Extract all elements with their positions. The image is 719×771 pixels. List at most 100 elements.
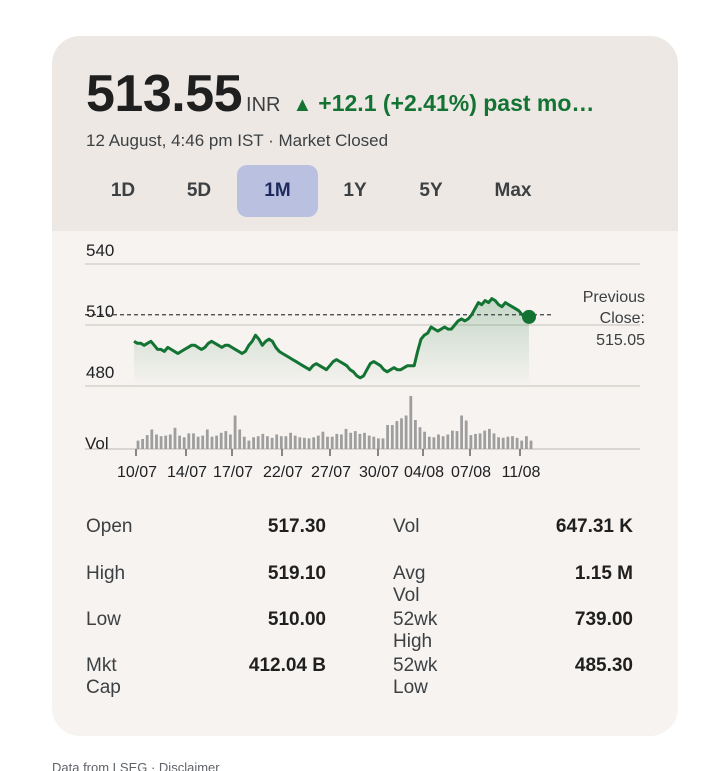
quote-header bbox=[52, 36, 678, 231]
price-chart[interactable]: 10/07 14/07 17/07 22/07 27/07 30/07 04/08 07/08… bbox=[0, 0, 719, 500]
volume-bar bbox=[187, 433, 191, 449]
volume-bar bbox=[404, 415, 408, 449]
volume-bar bbox=[488, 428, 491, 449]
tab-5y[interactable]: 5Y bbox=[394, 165, 468, 217]
volume-bar bbox=[469, 435, 473, 449]
volume-bar bbox=[363, 432, 366, 449]
volume-bar bbox=[242, 436, 246, 449]
volume-bar bbox=[478, 433, 482, 449]
volume-bar bbox=[441, 436, 445, 449]
previous-close-label-line2: Close: bbox=[600, 310, 645, 327]
volume-bar bbox=[307, 438, 311, 449]
volume-bar bbox=[196, 436, 200, 449]
volume-bar bbox=[340, 434, 343, 449]
volume-bar bbox=[284, 436, 288, 449]
volume-bar bbox=[252, 437, 255, 449]
volume-bar bbox=[492, 433, 496, 449]
volume-bar bbox=[474, 433, 477, 449]
tab-max[interactable]: Max bbox=[472, 165, 554, 217]
volume-bar bbox=[358, 433, 362, 449]
volume-bar bbox=[201, 435, 205, 449]
price-change: ▲ +12.1 (+2.41%) past mo… bbox=[293, 90, 595, 116]
volume-bar bbox=[390, 425, 394, 449]
previous-close-value: 515.05 bbox=[596, 332, 645, 349]
volume-bar bbox=[335, 433, 339, 449]
volume-bar bbox=[414, 420, 417, 449]
volume-bar bbox=[455, 431, 459, 449]
volume-bar bbox=[446, 434, 450, 449]
mkt-cap-value: 412.04 B bbox=[248, 655, 326, 676]
y-tick-label: 480 bbox=[86, 363, 114, 382]
volume-bar bbox=[215, 435, 218, 449]
volume-bar bbox=[395, 421, 399, 449]
tab-1m[interactable]: 1M bbox=[237, 165, 318, 217]
volume-bar bbox=[192, 433, 195, 449]
currency-label: INR bbox=[246, 94, 281, 116]
tab-1y[interactable]: 1Y bbox=[318, 165, 392, 217]
tab-1d[interactable]: 1D bbox=[86, 165, 160, 217]
market-timestamp: 12 August, 4:46 pm IST · Market Closed bbox=[86, 131, 389, 150]
volume-bar bbox=[293, 435, 297, 449]
52wk-low-value: 485.30 bbox=[574, 655, 633, 676]
volume-bar bbox=[159, 436, 163, 449]
x-tick-label: 17/07 bbox=[213, 464, 253, 481]
tab-label: 1Y bbox=[343, 180, 367, 201]
volume-bar bbox=[432, 437, 436, 449]
volume-bar bbox=[353, 431, 357, 449]
52wk-high-label: 52wk High bbox=[393, 609, 438, 652]
volume-bar bbox=[316, 435, 320, 449]
avg-vol-label: Avg Vol bbox=[393, 563, 426, 606]
volume-bar bbox=[150, 429, 154, 449]
y-tick-label: 540 bbox=[86, 241, 114, 260]
tab-label: 1D bbox=[110, 180, 136, 201]
vol-label: Vol bbox=[393, 516, 420, 537]
volume-bar bbox=[289, 432, 292, 449]
volume-bar bbox=[326, 436, 329, 449]
volume-bar bbox=[210, 436, 214, 449]
x-tick-label: 07/08 bbox=[451, 464, 491, 481]
volume-bar bbox=[275, 434, 279, 449]
x-tick-label: 11/08 bbox=[502, 464, 541, 481]
volume-axis-label: Vol bbox=[85, 434, 109, 453]
open-value: 517.30 bbox=[267, 516, 326, 537]
price-area bbox=[134, 298, 529, 386]
volume-bar bbox=[525, 436, 528, 449]
x-tick-label: 10/07 bbox=[117, 464, 157, 481]
vol-value: 647.31 K bbox=[555, 516, 633, 537]
volume-bar bbox=[266, 436, 269, 449]
tab-label: 5D bbox=[186, 180, 212, 201]
52wk-high-value: 739.00 bbox=[574, 609, 633, 630]
volume-bar bbox=[497, 437, 500, 449]
volume-bar bbox=[506, 436, 510, 449]
volume-bar bbox=[520, 440, 524, 449]
avg-vol-value: 1.15 M bbox=[574, 563, 633, 584]
volume-bar bbox=[330, 436, 334, 449]
volume-bar bbox=[219, 432, 223, 449]
volume-bar bbox=[437, 434, 440, 449]
price-row: 513.55 INR ▲ +12.1 (+2.41%) past mo… bbox=[86, 64, 646, 124]
data-source-footer: Data from LSEG · Disclaimer bbox=[52, 760, 220, 771]
price-change-text: +12.1 (+2.41%) past mo… bbox=[318, 90, 595, 116]
volume-bar bbox=[367, 435, 371, 449]
up-arrow-icon: ▲ bbox=[292, 94, 313, 116]
volume-bar bbox=[377, 438, 380, 449]
volume-bar bbox=[247, 440, 251, 449]
x-tick-label: 04/08 bbox=[404, 464, 444, 481]
volume-bar bbox=[427, 436, 431, 449]
volume-bar bbox=[386, 425, 389, 449]
volume-bar bbox=[233, 415, 237, 449]
x-tick-label: 27/07 bbox=[311, 464, 351, 481]
volume-bar bbox=[178, 435, 181, 449]
tab-label: 1M bbox=[264, 180, 291, 201]
x-tick-label: 30/07 bbox=[359, 464, 399, 481]
volume-bar bbox=[349, 432, 353, 449]
volume-bar bbox=[145, 435, 149, 449]
volume-bar bbox=[270, 437, 274, 449]
volume-bar bbox=[344, 428, 348, 449]
volume-bar bbox=[298, 437, 302, 449]
volume-bar bbox=[381, 438, 385, 449]
volume-bar bbox=[164, 435, 168, 449]
tab-5d[interactable]: 5D bbox=[162, 165, 236, 217]
volume-bar bbox=[409, 396, 413, 449]
volume-bar bbox=[529, 440, 533, 449]
